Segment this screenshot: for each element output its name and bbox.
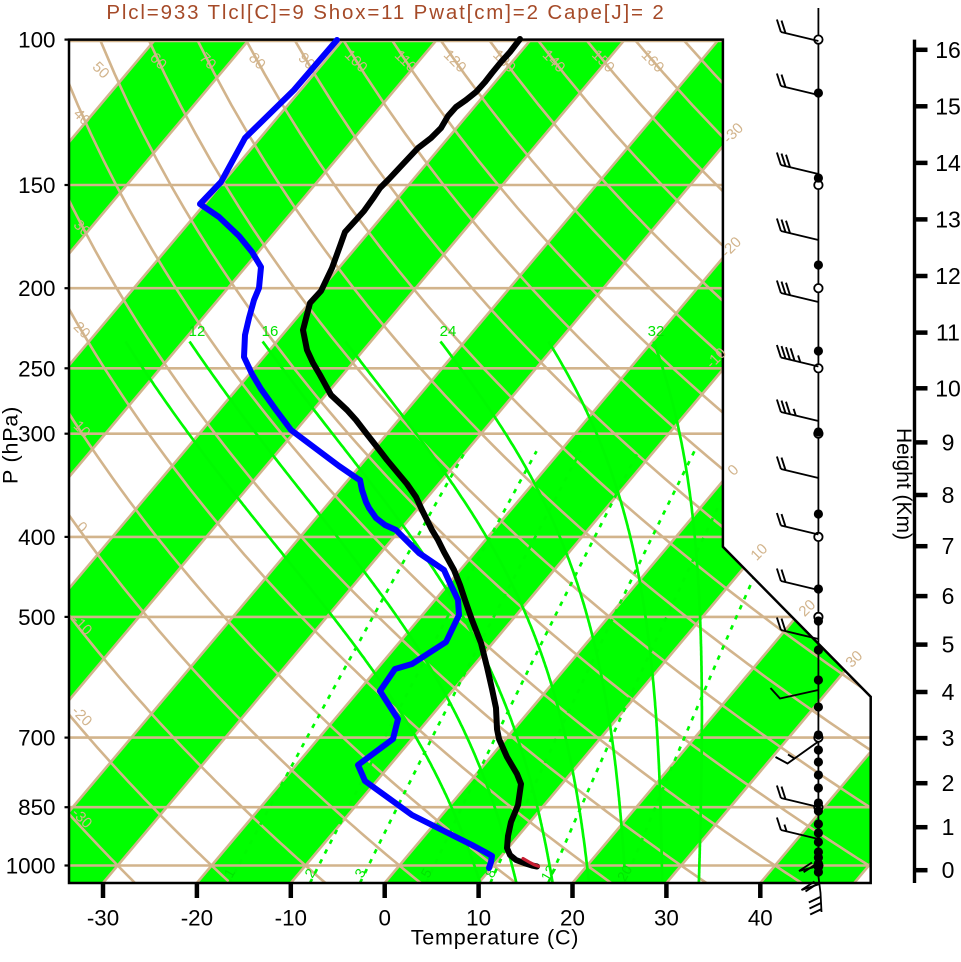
- svg-text:250: 250: [18, 356, 55, 381]
- svg-text:P (hPa): P (hPa): [0, 406, 23, 484]
- svg-text:1000: 1000: [6, 854, 56, 879]
- svg-text:24: 24: [440, 323, 457, 340]
- svg-text:16: 16: [935, 37, 961, 63]
- svg-text:30: 30: [654, 906, 679, 931]
- svg-text:13: 13: [935, 206, 961, 232]
- svg-text:5: 5: [942, 632, 955, 658]
- svg-text:15: 15: [935, 93, 961, 119]
- svg-text:0: 0: [378, 906, 390, 931]
- svg-text:12: 12: [935, 263, 961, 289]
- svg-text:8: 8: [942, 482, 955, 508]
- svg-text:12: 12: [189, 323, 206, 340]
- svg-text:11: 11: [936, 320, 960, 346]
- svg-text:0: 0: [942, 857, 955, 883]
- svg-text:100: 100: [18, 28, 55, 53]
- svg-text:200: 200: [18, 276, 55, 301]
- svg-text:10: 10: [935, 375, 961, 401]
- svg-text:4: 4: [942, 679, 955, 705]
- svg-text:Height (Km): Height (Km): [892, 428, 915, 540]
- svg-text:700: 700: [18, 726, 55, 751]
- svg-text:6: 6: [942, 583, 955, 609]
- svg-text:Temperature (C): Temperature (C): [411, 926, 580, 950]
- svg-text:150: 150: [18, 173, 55, 198]
- svg-text:400: 400: [18, 525, 55, 550]
- svg-text:-10: -10: [275, 906, 307, 931]
- svg-text:Plcl=933 Tlcl[C]=9 Shox=11 Pwa: Plcl=933 Tlcl[C]=9 Shox=11 Pwat[cm]=2 Ca…: [106, 1, 665, 24]
- svg-text:-20: -20: [181, 906, 213, 931]
- svg-text:16: 16: [262, 323, 279, 340]
- svg-text:14: 14: [935, 150, 961, 176]
- svg-text:500: 500: [18, 605, 55, 630]
- svg-text:850: 850: [18, 795, 55, 820]
- svg-text:9: 9: [942, 429, 955, 455]
- svg-text:32: 32: [648, 323, 665, 340]
- svg-text:40: 40: [748, 906, 773, 931]
- svg-text:3: 3: [942, 725, 955, 751]
- svg-text:1: 1: [942, 814, 955, 840]
- svg-text:7: 7: [942, 533, 955, 559]
- svg-text:-30: -30: [87, 906, 119, 931]
- svg-text:2: 2: [942, 770, 955, 796]
- svg-text:300: 300: [18, 422, 55, 447]
